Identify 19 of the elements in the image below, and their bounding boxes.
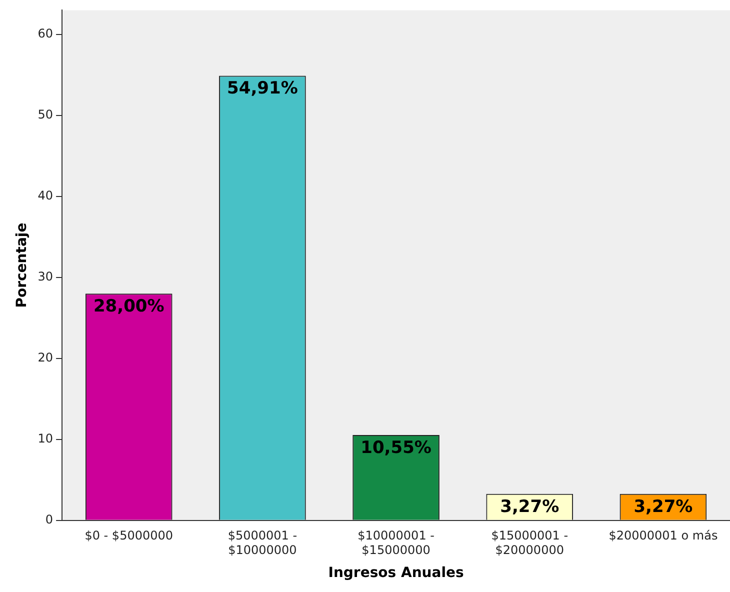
x-tick-label: $0 - $5000000 bbox=[84, 528, 174, 543]
data-label: 10,55% bbox=[360, 438, 432, 458]
y-tick-label: 10 bbox=[38, 432, 54, 446]
data-label: 3,27% bbox=[634, 496, 693, 517]
data-label: 28,00% bbox=[93, 296, 164, 317]
x-axis-title: Ingresos Anuales bbox=[328, 565, 464, 582]
data-label: 54,91% bbox=[227, 78, 298, 99]
x-tick-label: $5000001 - $10000000 bbox=[228, 528, 298, 558]
x-tick-label: $10000001 - $15000000 bbox=[358, 528, 434, 558]
y-axis-title: Porcentaje bbox=[14, 222, 30, 308]
x-tick-label: $20000001 o más bbox=[608, 528, 718, 543]
data-label: 3,27% bbox=[500, 496, 560, 517]
y-tick-label: 20 bbox=[38, 350, 54, 365]
x-tick-label: $15000001 - $20000000 bbox=[491, 528, 568, 558]
y-tick-label: 40 bbox=[38, 188, 54, 203]
y-tick-label: 60 bbox=[38, 26, 54, 41]
y-tick-label: 0 bbox=[45, 512, 54, 527]
y-tick-label: 30 bbox=[38, 270, 54, 284]
y-tick-label: 50 bbox=[38, 108, 54, 122]
